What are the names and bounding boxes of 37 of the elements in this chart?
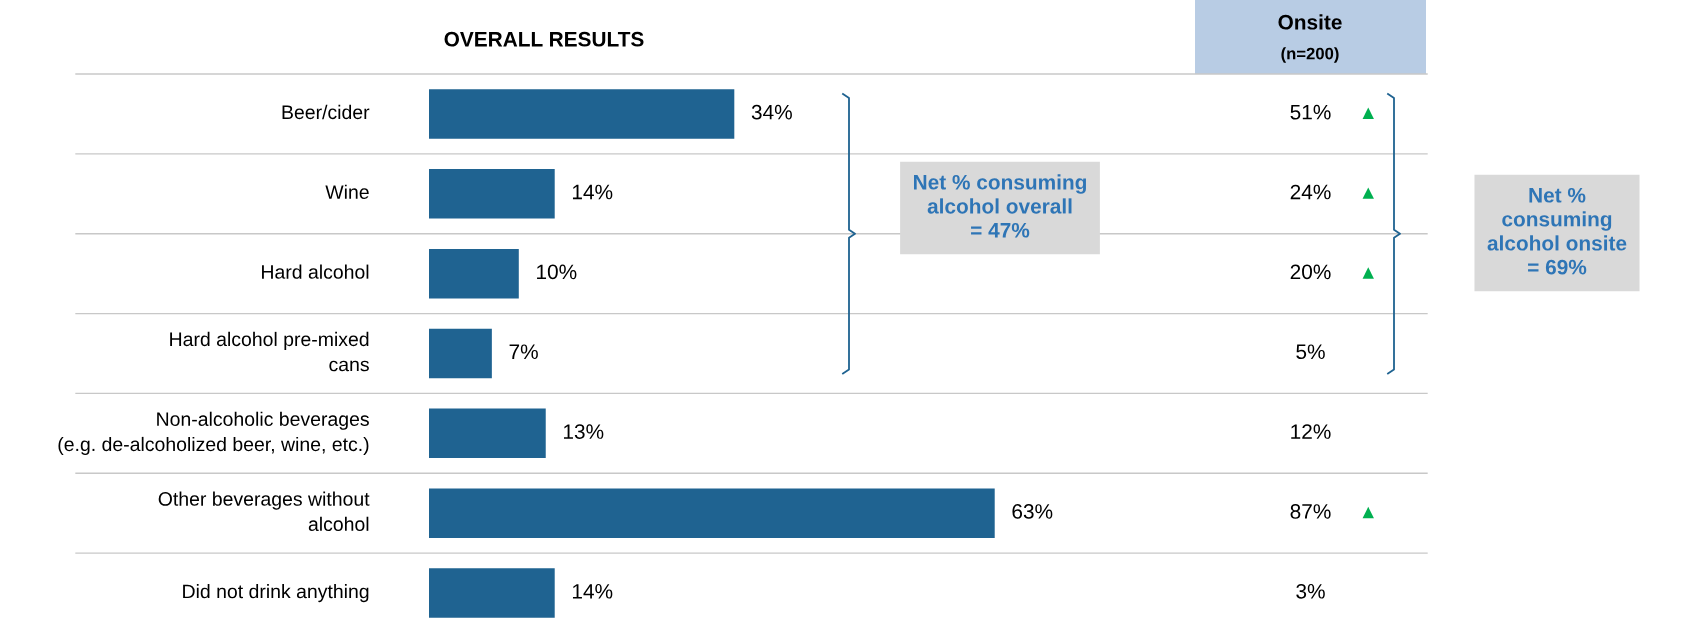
text: Net % consuming alcohol onsite = 69%: [1487, 187, 1627, 275]
y-tick-label: Other beverages without alcohol: [158, 491, 370, 532]
text: ▲: [1362, 187, 1374, 199]
bar: [429, 169, 555, 219]
text: 20%: [1290, 264, 1331, 280]
bar: [429, 89, 735, 139]
text: 3%: [1296, 583, 1325, 599]
bar: [429, 328, 492, 379]
annotation: Net % consuming alcohol overall = 47%: [914, 174, 1086, 238]
bar: [429, 488, 995, 538]
y-tick-label: Hard alcohol: [262, 264, 369, 279]
text: ▲: [1362, 107, 1374, 119]
text: 51%: [1290, 104, 1331, 120]
text: 12%: [1291, 424, 1331, 439]
data-label: 63%: [1012, 504, 1053, 519]
text: (n=200): [1281, 47, 1339, 63]
y-tick-label: Wine: [325, 184, 369, 200]
data-label: 14%: [572, 584, 613, 599]
y-tick-label: Did not drink anything: [183, 584, 369, 603]
data-label: 13%: [563, 424, 604, 439]
bar: [429, 568, 555, 618]
chart-title: OVERALL RESULTS: [444, 31, 644, 47]
y-tick-label: Non-alcoholic beverages (e.g. de-alcoholized beer, wine, etc.): [58, 411, 369, 456]
data-label: 10%: [537, 264, 577, 280]
text: Onsite: [1278, 14, 1342, 30]
text: 24%: [1290, 184, 1331, 200]
data-label: 7%: [509, 344, 538, 360]
y-tick-label: Beer/cider: [282, 104, 370, 120]
bar: [429, 408, 546, 459]
text: 5%: [1296, 344, 1325, 360]
text: ▲: [1362, 267, 1374, 279]
data-label: 34%: [751, 104, 792, 120]
bar: [429, 248, 519, 299]
data-label: 14%: [572, 184, 613, 200]
text: 87%: [1290, 504, 1331, 519]
text: ▲: [1362, 506, 1374, 519]
y-tick-label: Hard alcohol pre-mixed cans: [170, 331, 369, 372]
